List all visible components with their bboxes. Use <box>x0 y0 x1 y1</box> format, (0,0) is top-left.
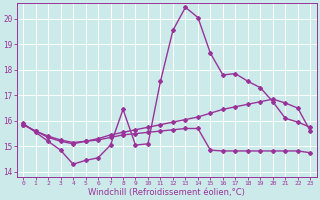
X-axis label: Windchill (Refroidissement éolien,°C): Windchill (Refroidissement éolien,°C) <box>88 188 245 197</box>
